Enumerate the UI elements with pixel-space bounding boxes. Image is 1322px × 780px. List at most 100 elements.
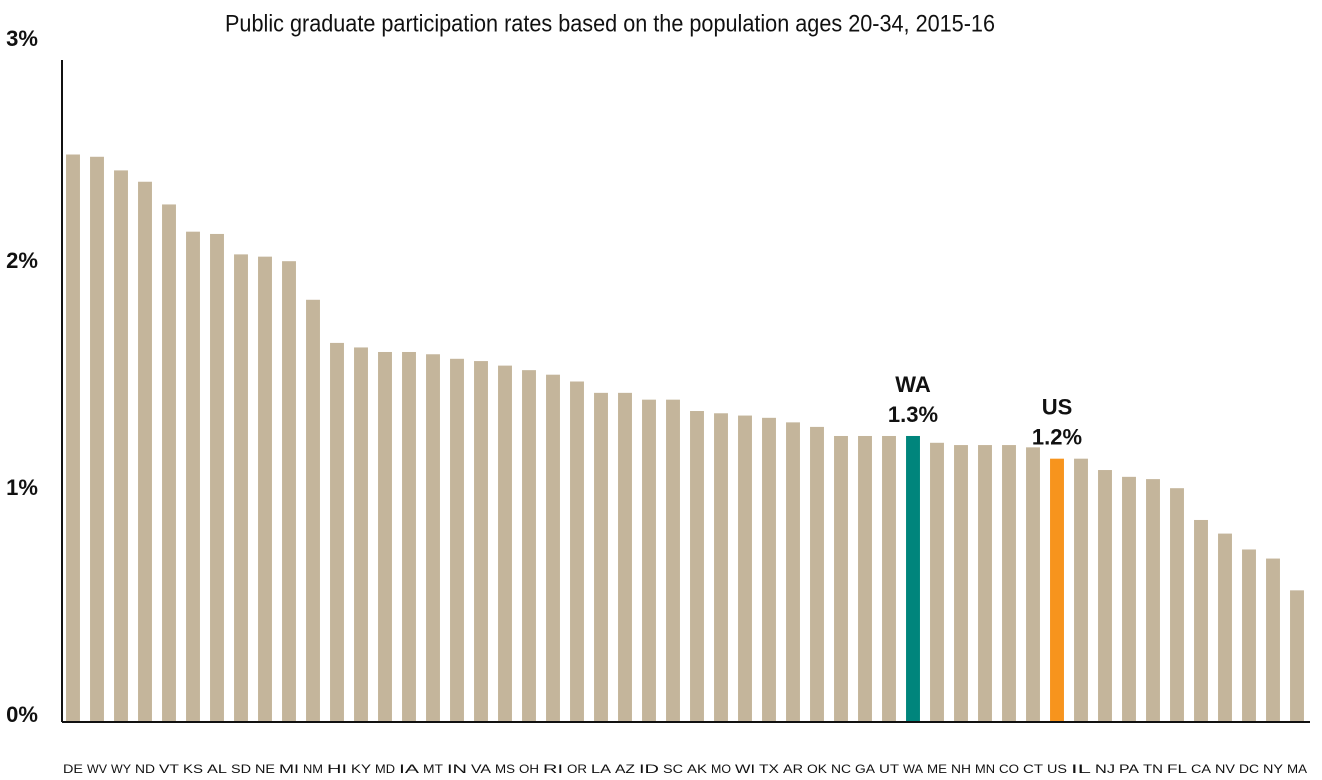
x-tick-label: IA [399,762,419,776]
x-tick-label: NV [1215,762,1235,776]
x-tick-label: WY [111,762,131,776]
bar [138,181,152,723]
bar [498,365,512,722]
bar [210,233,224,722]
bar [906,435,920,722]
bar [258,256,272,722]
x-tick-label: MA [1287,762,1307,776]
x-tick-label: IN [447,762,467,776]
bar [1002,445,1016,722]
bar [66,154,80,722]
bar [690,411,704,722]
bar [450,358,464,722]
x-tick-label: NJ [1095,762,1115,776]
x-tick-label: IL [1071,762,1092,776]
bar [402,351,416,722]
bar [834,435,848,722]
bar [954,445,968,722]
bar [858,435,872,722]
bar [378,351,392,722]
x-tick-label: WA [903,762,923,776]
x-tick-label: ME [927,762,947,776]
bar [1098,470,1112,722]
value-label: 1.3% [888,402,938,427]
x-tick-label: PA [1119,762,1139,776]
x-tick-label: RI [543,762,563,776]
x-tick-label: AK [687,762,707,776]
bar [570,381,584,722]
x-tick-label: NE [255,762,275,776]
bar [1290,590,1304,722]
bar [234,254,248,722]
x-tick-label: ID [639,762,660,776]
x-tick-label: MN [975,762,995,776]
x-tick-label: MT [423,762,444,776]
bar [1074,458,1088,722]
x-tick-label: UT [879,762,900,776]
y-tick-label: 3% [6,26,38,51]
bar [786,422,800,722]
bar [762,417,776,722]
x-tick-label: AZ [615,762,635,776]
x-tick-label: MD [375,762,395,776]
bar [978,445,992,722]
bar [714,413,728,722]
x-tick-label: SC [663,762,683,776]
x-tick-label: MI [279,762,299,776]
x-tick-label: OH [519,762,539,776]
bar [330,342,344,722]
bar [1050,458,1064,722]
bar [114,170,128,722]
bar [642,399,656,722]
x-tick-label: US [1047,762,1067,776]
bar [1242,549,1256,722]
x-tick-label: GA [855,762,875,776]
bar [90,156,104,722]
bar [306,299,320,722]
bar [1146,479,1160,722]
x-tick-label: ND [135,762,155,776]
bar [594,392,608,722]
x-tick-label: SD [231,762,251,776]
bar [522,370,536,722]
bar [810,426,824,722]
x-tick-label: OK [807,762,827,776]
value-label-name: WA [895,372,931,397]
x-tick-label: NC [831,762,851,776]
x-tick-label: NH [951,762,971,776]
bar [882,435,896,722]
x-tick-label: DC [1239,762,1259,776]
bar [1026,447,1040,722]
bar [1122,476,1136,722]
bar [1170,488,1184,722]
x-tick-label: NY [1263,762,1283,776]
bar [930,442,944,722]
x-tick-label: WV [87,762,107,776]
x-tick-label: HI [327,762,347,776]
x-tick-label: NM [303,762,323,776]
bar [738,415,752,722]
y-tick-label: 2% [6,248,38,273]
x-tick-label: TX [759,762,779,776]
y-tick-label: 0% [6,702,38,727]
y-tick-label: 1% [6,475,38,500]
bar [186,231,200,722]
x-tick-label: LA [591,762,611,776]
x-tick-label: MO [711,762,731,776]
x-tick-label: CT [1023,762,1044,776]
x-tick-label: MS [495,762,515,776]
x-tick-label: CO [999,762,1019,776]
bar [546,374,560,722]
x-tick-label: AL [207,762,227,776]
bar [162,204,176,722]
x-tick-label: FL [1167,762,1187,776]
bar [1194,519,1208,722]
x-tick-label: WI [735,762,755,776]
bar [426,354,440,722]
x-tick-label: DE [63,762,83,776]
x-tick-label: VA [471,762,491,776]
x-tick-label: CA [1191,762,1211,776]
x-tick-label: VT [159,762,180,776]
chart-title: Public graduate participation rates base… [225,10,995,37]
